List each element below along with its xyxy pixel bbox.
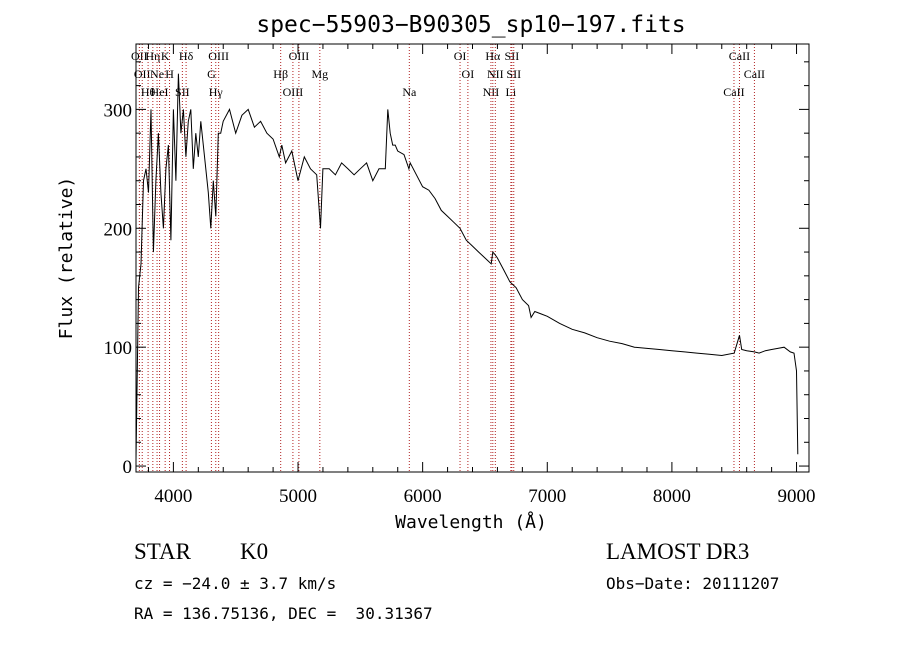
line-marker-label: Hγ xyxy=(209,85,224,99)
y-tick-label: 200 xyxy=(104,219,133,240)
x-axis-label: Wavelength (Å) xyxy=(395,511,547,533)
x-tick-label: 9000 xyxy=(778,486,816,507)
y-tick-label: 0 xyxy=(123,457,133,478)
y-tick-label: 100 xyxy=(104,338,133,359)
line-marker-label: CaII xyxy=(744,67,765,81)
line-marker-label: NII xyxy=(483,85,500,99)
obs-date: Obs−Date: 20111207 xyxy=(606,574,780,593)
x-tick-label: 6000 xyxy=(404,486,442,507)
axis-ticks: 4000 5000 6000 7000 8000 9000 0 100 200 300 xyxy=(104,44,816,507)
line-marker-label: G xyxy=(207,67,216,81)
x-tick-label: 5000 xyxy=(279,486,317,507)
x-tick-label: 4000 xyxy=(154,486,192,507)
line-marker-label: Ne xyxy=(150,67,164,81)
line-marker-label: OII xyxy=(134,67,151,81)
x-tick-label: 8000 xyxy=(653,486,691,507)
line-marker-label: OI xyxy=(454,49,467,63)
line-marker-label: Hα xyxy=(485,49,501,63)
cz-value: cz = −24.0 ± 3.7 km/s xyxy=(134,574,337,593)
y-axis-label: Flux (relative) xyxy=(56,177,77,340)
line-marker-label: Na xyxy=(402,85,417,99)
line-marker-label: SII xyxy=(175,85,190,99)
line-marker-label: NII xyxy=(487,67,504,81)
line-marker-label: Hδ xyxy=(179,49,194,63)
line-marker-label: OIII xyxy=(289,49,310,63)
line-marker-label: OI xyxy=(462,67,475,81)
chart-title: spec−55903−B90305_sp10−197.fits xyxy=(256,12,685,38)
line-marker-label: SII xyxy=(506,67,521,81)
line-marker-label: HeI xyxy=(151,85,169,99)
line-marker-label: SII xyxy=(505,49,520,63)
line-marker-label: Li xyxy=(506,85,517,99)
line-marker-label: CaII xyxy=(723,85,744,99)
line-marker-label: OIII xyxy=(208,49,229,63)
line-marker-label: Hη xyxy=(145,49,160,63)
x-tick-label: 7000 xyxy=(528,486,566,507)
line-marker-label: Hβ xyxy=(273,67,288,81)
survey-label: LAMOST DR3 xyxy=(606,539,750,564)
spectrum-line xyxy=(135,73,799,461)
line-marker-label: CaII xyxy=(729,49,750,63)
spectral-line-markers: OIIOIIHθHηNeHeIKHSIIHδGHγOIIIHβOIIIOIIIM… xyxy=(131,44,765,472)
line-marker-label: OIII xyxy=(283,85,304,99)
line-marker-label: OII xyxy=(131,49,148,63)
class-label: STAR xyxy=(134,539,191,564)
line-marker-label: H xyxy=(165,67,174,81)
line-marker-label: Hθ xyxy=(141,85,156,99)
y-tick-label: 300 xyxy=(104,100,133,121)
line-marker-label: Mg xyxy=(311,67,328,81)
plot-frame xyxy=(135,43,810,473)
subclass-label: K0 xyxy=(240,539,269,564)
coordinates: RA = 136.75136, DEC = 30.31367 xyxy=(134,604,433,623)
line-marker-label: K xyxy=(161,49,170,63)
